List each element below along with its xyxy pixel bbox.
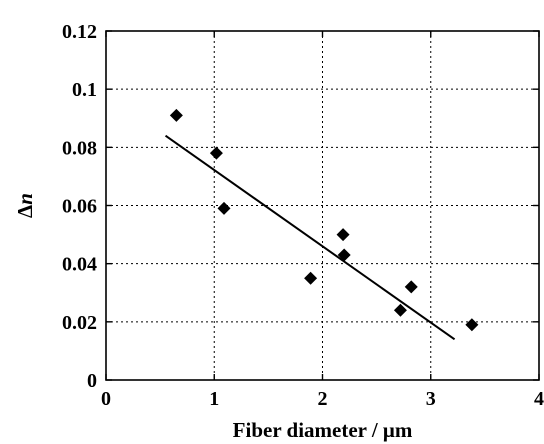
x-tick-label: 2 bbox=[318, 388, 328, 410]
y-tick-label: 0.02 bbox=[62, 312, 97, 334]
y-tick-label: 0.04 bbox=[62, 254, 97, 276]
tick-marks bbox=[105, 30, 540, 381]
x-tick-label: 4 bbox=[534, 388, 544, 410]
data-point bbox=[304, 271, 318, 285]
y-tick-label: 0.1 bbox=[72, 79, 97, 101]
data-point bbox=[217, 201, 231, 215]
data-point bbox=[404, 280, 418, 294]
data-point bbox=[465, 318, 479, 332]
x-tick-label: 0 bbox=[101, 388, 111, 410]
data-point bbox=[336, 228, 350, 242]
y-axis-label-variable: n bbox=[13, 193, 37, 205]
data-point bbox=[393, 303, 407, 317]
data-point bbox=[337, 248, 351, 262]
x-axis-label: Fiber diameter / μm bbox=[233, 418, 413, 442]
y-tick-label: 0.06 bbox=[62, 196, 97, 218]
y-tick-label: 0.12 bbox=[62, 21, 97, 43]
y-axis-label: Δn bbox=[13, 193, 37, 218]
y-axis-label-prefix: Δ bbox=[13, 205, 37, 218]
y-tick-label: 0.08 bbox=[62, 137, 97, 159]
data-point bbox=[169, 108, 183, 122]
data-point bbox=[209, 146, 223, 160]
trendline-group bbox=[164, 134, 456, 341]
y-tick-label: 0 bbox=[87, 370, 97, 392]
x-tick-label: 3 bbox=[426, 388, 436, 410]
tick-labels: 0 1 2 3 4 0 0.02 0.04 0.06 0.08 0.1 0.12 bbox=[62, 21, 544, 410]
trendline bbox=[164, 134, 456, 341]
data-points bbox=[169, 108, 479, 332]
x-tick-label: 1 bbox=[209, 388, 219, 410]
